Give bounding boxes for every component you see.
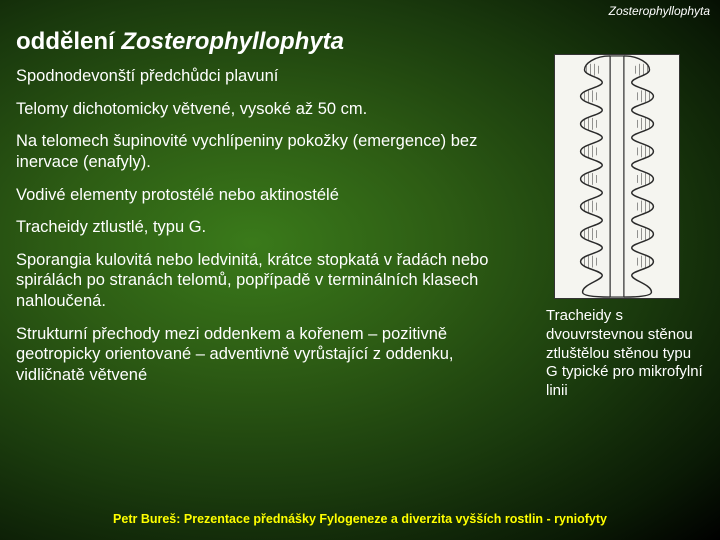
right-panel: Tracheidy s dvouvrstevnou stěnou ztluště… [546, 54, 706, 401]
illustration-caption: Tracheidy s dvouvrstevnou stěnou ztluště… [546, 307, 706, 401]
header-label: Zosterophyllophyta [609, 4, 710, 18]
tracheid-svg [555, 55, 679, 298]
title-italic: Zosterophyllophyta [121, 28, 344, 55]
main-content: oddělení Zosterophyllophyta Spodnodevonš… [0, 0, 530, 386]
paragraph: Sporangia kulovitá nebo ledvinitá, krátc… [16, 250, 514, 312]
paragraph: Spodnodevonští předchůdci plavuní [16, 66, 514, 87]
tracheid-illustration [554, 54, 680, 299]
paragraph: Tracheidy ztlustlé, typu G. [16, 217, 514, 238]
title-prefix: oddělení [16, 28, 121, 55]
paragraph: Na telomech šupinovité vychlípeniny poko… [16, 131, 514, 172]
footer-credit: Petr Bureš: Prezentace přednášky Fylogen… [0, 512, 720, 526]
slide-title: oddělení Zosterophyllophyta [16, 28, 514, 56]
paragraph: Strukturní přechody mezi oddenkem a koře… [16, 324, 514, 386]
paragraph: Vodivé elementy protostélé nebo aktinost… [16, 185, 514, 206]
paragraph: Telomy dichotomicky větvené, vysoké až 5… [16, 99, 514, 120]
